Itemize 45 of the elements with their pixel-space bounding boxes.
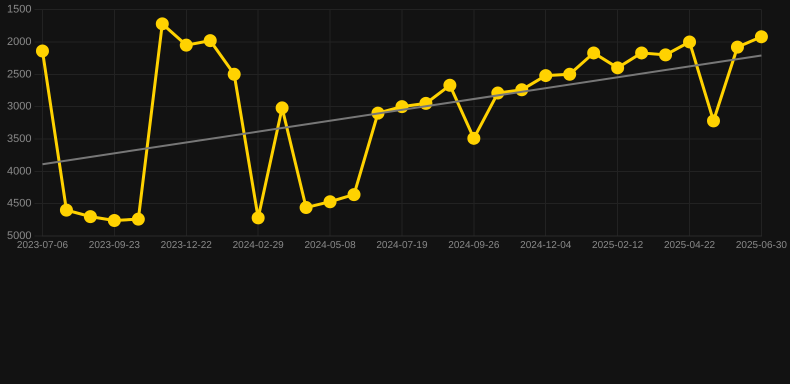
point: [611, 61, 624, 74]
x-tick-label: 2023-07-06: [16, 240, 68, 251]
point: [276, 101, 289, 114]
point: [84, 210, 97, 224]
point: [108, 214, 121, 227]
x-tick-label: 2025-06-30: [736, 240, 788, 251]
point: [204, 34, 217, 48]
x-tick-label: 2024-09-26: [448, 240, 500, 251]
point: [132, 212, 145, 226]
point: [180, 38, 193, 52]
point: [587, 46, 600, 60]
point: [635, 46, 648, 60]
point: [539, 69, 552, 82]
point: [443, 78, 456, 92]
point: [228, 68, 241, 81]
point: [563, 68, 576, 81]
y-tick-label: 2500: [6, 68, 32, 80]
x-tick-label: 2023-09-23: [88, 240, 140, 251]
point: [300, 201, 313, 214]
point: [730, 40, 744, 54]
x-tick-label: 2024-07-19: [376, 240, 428, 251]
x-tick-label: 2024-02-29: [232, 240, 284, 251]
point: [348, 188, 361, 202]
x-tick-label: 2024-12-04: [520, 240, 572, 251]
y-tick-label: 3500: [6, 133, 32, 146]
point: [60, 204, 73, 217]
point: [36, 44, 49, 58]
point: [754, 30, 768, 44]
y-tick-label: 4500: [6, 198, 32, 210]
y-tick-label: 5000: [6, 230, 32, 242]
point: [252, 211, 265, 224]
y-tick-label: 2000: [6, 36, 32, 48]
x-tick-label: 2025-02-12: [592, 240, 644, 251]
x-tick-label: 2023-12-22: [160, 240, 212, 251]
y-tick-label: 3000: [6, 100, 32, 113]
point: [683, 35, 696, 48]
point: [659, 48, 672, 62]
y-tick-label: 1500: [6, 4, 32, 16]
x-tick-label: 2024-05-08: [304, 240, 356, 251]
point: [467, 132, 480, 145]
point: [324, 195, 337, 208]
point: [156, 17, 169, 30]
point: [706, 114, 720, 128]
y-tick-label: 4000: [6, 165, 32, 178]
x-tick-label: 2025-04-22: [664, 240, 716, 251]
